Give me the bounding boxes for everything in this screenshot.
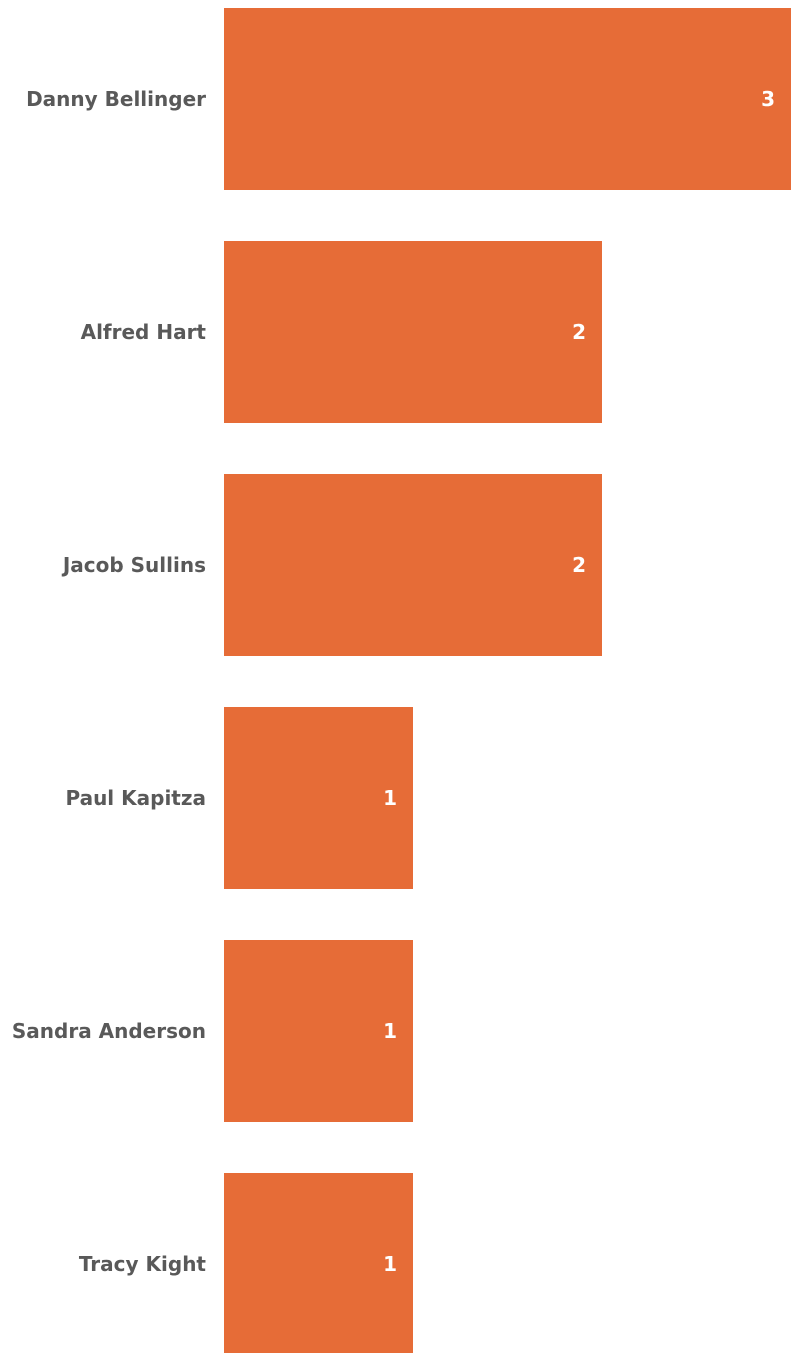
- value-labels-group: 3 2 2 1 1 1: [383, 87, 775, 1276]
- value-label-alfred-hart: 2: [572, 320, 586, 344]
- bar-danny-bellinger: [224, 8, 791, 190]
- value-label-danny-bellinger: 3: [761, 87, 775, 111]
- bar-paul-kapitza: [224, 707, 413, 889]
- category-label-tracy-kight: Tracy Kight: [79, 1252, 207, 1276]
- value-label-paul-kapitza: 1: [383, 786, 397, 810]
- category-label-alfred-hart: Alfred Hart: [81, 320, 207, 344]
- bars-group: [224, 8, 791, 1353]
- bar-sandra-anderson: [224, 940, 413, 1122]
- bar-jacob-sullins: [224, 474, 602, 656]
- value-label-tracy-kight: 1: [383, 1252, 397, 1276]
- category-label-danny-bellinger: Danny Bellinger: [26, 87, 206, 111]
- bar-alfred-hart: [224, 241, 602, 423]
- category-label-sandra-anderson: Sandra Anderson: [12, 1019, 206, 1043]
- category-labels-group: Danny Bellinger Alfred Hart Jacob Sullins P…: [12, 87, 207, 1276]
- category-label-paul-kapitza: Paul Kapitza: [65, 786, 206, 810]
- value-label-sandra-anderson: 1: [383, 1019, 397, 1043]
- category-label-jacob-sullins: Jacob Sullins: [61, 553, 206, 577]
- bar-tracy-kight: [224, 1173, 413, 1353]
- value-label-jacob-sullins: 2: [572, 553, 586, 577]
